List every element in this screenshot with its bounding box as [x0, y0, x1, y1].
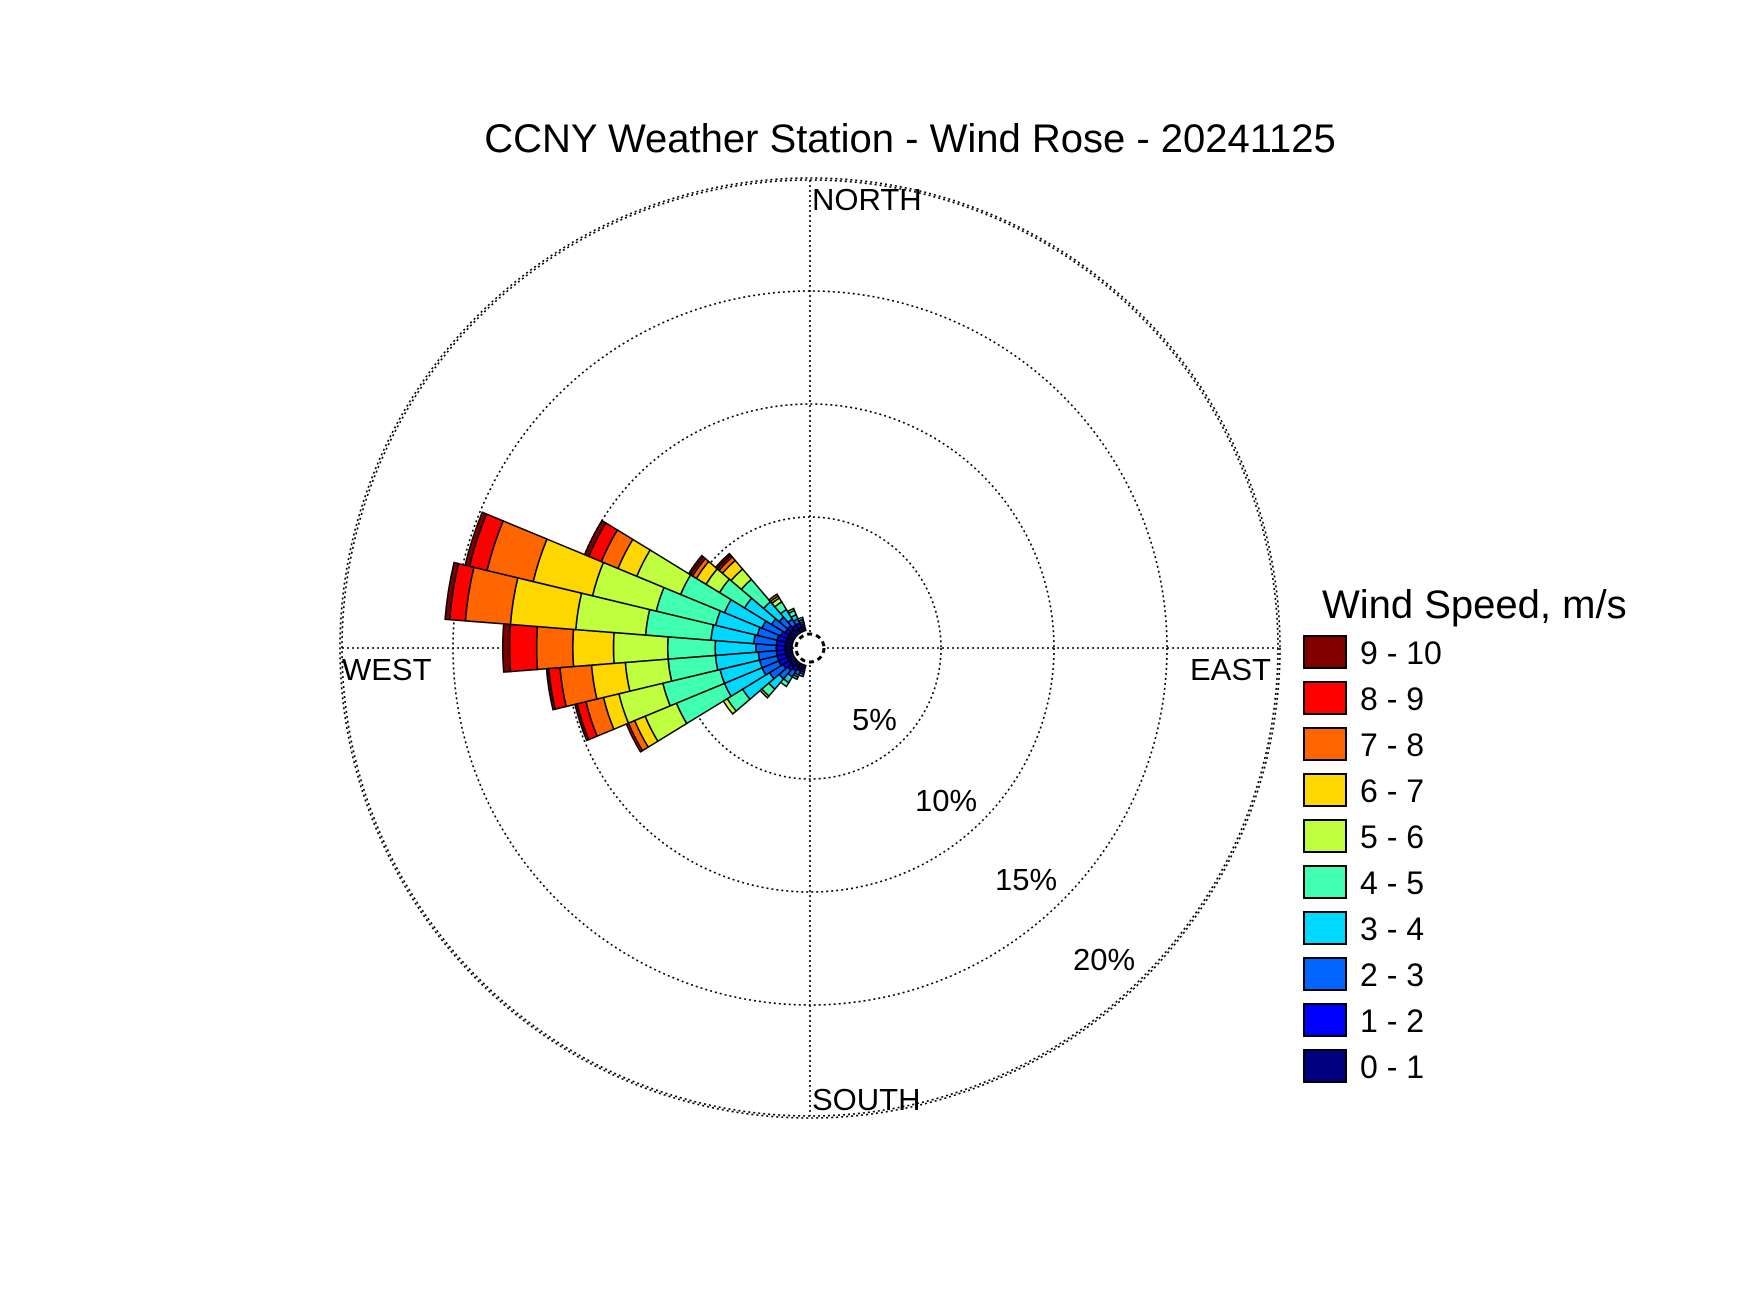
- legend-swatch-4: [1303, 819, 1347, 853]
- legend-label-3: 6 - 7: [1360, 773, 1424, 809]
- sector-270-bin-9: [501, 623, 512, 673]
- calm-center-circle: [794, 632, 826, 664]
- legend-swatch-0: [1303, 635, 1347, 669]
- label-south: SOUTH: [812, 1082, 921, 1117]
- sector-324-bin-7: [767, 593, 780, 603]
- ring-label-10: 10%: [915, 783, 977, 818]
- ring-label-20: 20%: [1073, 942, 1135, 977]
- sector-270-bin-6: [572, 628, 615, 668]
- grid-ring-20: [339, 177, 1281, 1119]
- legend-label-1: 8 - 9: [1360, 681, 1424, 717]
- wind-sector-342: [796, 616, 807, 633]
- legend-label-5: 4 - 5: [1360, 865, 1424, 901]
- sector-270-bin-5: [612, 631, 669, 665]
- wind-sector-288: [464, 511, 795, 645]
- sector-198-bin-3: [797, 671, 805, 678]
- legend: Wind Speed, m/s 9 - 10 8 - 9 7 - 8 6 - 7 5 -…: [1303, 583, 1627, 1085]
- sector-261-bin-9: [545, 667, 557, 711]
- label-east: EAST: [1190, 652, 1271, 687]
- sector-315-bin-9: [714, 552, 732, 570]
- sector-297-bin-9: [583, 519, 607, 558]
- sector-288-bin-9: [464, 511, 488, 568]
- legend-label-6: 3 - 4: [1360, 911, 1424, 947]
- wind-sector-261: [545, 648, 794, 711]
- legend-label-2: 7 - 8: [1360, 727, 1424, 763]
- legend-swatch-8: [1303, 1003, 1347, 1037]
- wind-sector-234: [722, 656, 798, 716]
- legend-swatch-3: [1303, 773, 1347, 807]
- sector-243-bin-8: [625, 722, 644, 753]
- legend-label-7: 2 - 3: [1360, 957, 1424, 993]
- sector-270-bin-8: [508, 623, 539, 673]
- ring-label-15: 15%: [995, 862, 1057, 897]
- wind-sector-315: [714, 552, 800, 638]
- wind-sectors: [444, 511, 807, 753]
- wind-sector-297: [583, 519, 796, 643]
- wind-sector-243: [625, 653, 796, 753]
- ring-label-5: 5%: [852, 702, 897, 737]
- legend-title: Wind Speed, m/s: [1322, 583, 1627, 627]
- sector-333-bin-5: [786, 607, 796, 615]
- sector-225-bin-5: [759, 687, 771, 699]
- sector-234-bin-5: [722, 697, 738, 716]
- sector-270-bin-7: [535, 625, 575, 671]
- label-north: NORTH: [812, 182, 922, 217]
- legend-swatch-7: [1303, 957, 1347, 991]
- legend-swatch-1: [1303, 681, 1347, 715]
- label-west: WEST: [342, 652, 432, 687]
- wind-sector-270: [501, 623, 793, 673]
- legend-label-9: 0 - 1: [1360, 1049, 1424, 1085]
- sector-279-bin-9: [444, 561, 460, 621]
- chart-title: CCNY Weather Station - Wind Rose - 20241…: [484, 117, 1336, 161]
- legend-label-4: 5 - 6: [1360, 819, 1424, 855]
- legend-swatch-9: [1303, 1049, 1347, 1083]
- wind-sector-198: [797, 663, 807, 678]
- legend-swatch-6: [1303, 911, 1347, 945]
- legend-label-0: 9 - 10: [1360, 635, 1442, 671]
- legend-swatch-5: [1303, 865, 1347, 899]
- legend-swatch-2: [1303, 727, 1347, 761]
- sector-342-bin-4: [796, 616, 805, 622]
- sector-216-bin-4: [779, 677, 790, 688]
- sector-207-bin-4: [791, 673, 799, 681]
- wind-sector-279: [444, 561, 794, 648]
- sector-306-bin-9: [687, 554, 705, 576]
- sector-252-bin-9: [574, 703, 590, 742]
- wind-sector-252: [574, 651, 795, 742]
- legend-label-8: 1 - 2: [1360, 1003, 1424, 1039]
